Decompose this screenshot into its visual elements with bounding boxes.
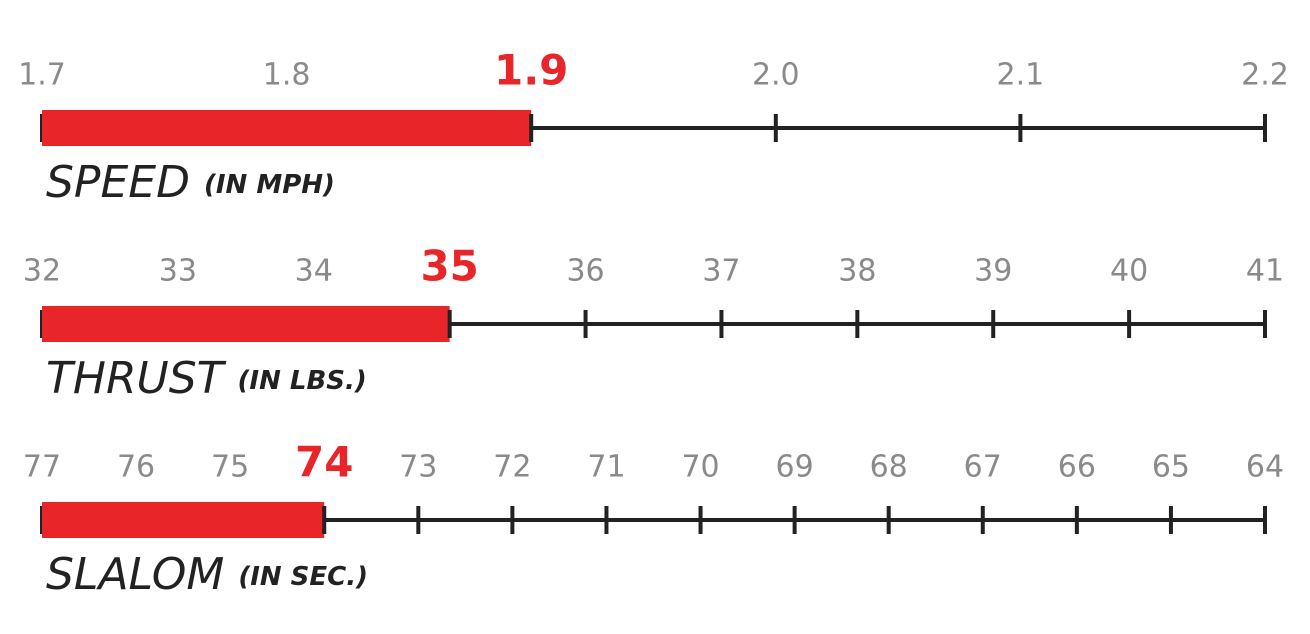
gauge-title: SLALOM (IN SEC.)	[46, 549, 368, 600]
value-label: 35	[420, 242, 478, 291]
gauge-title: THRUST (IN LBS.)	[46, 353, 367, 404]
bar	[42, 306, 450, 342]
tick-label: 2.2	[1241, 58, 1289, 93]
title-name: SPEED	[46, 157, 190, 208]
tick-label: 36	[566, 254, 604, 289]
tick-label: 70	[681, 450, 719, 485]
tick-label: 34	[295, 254, 333, 289]
title-unit: (IN MPH)	[204, 170, 335, 200]
title-name: SLALOM	[46, 549, 224, 600]
title-unit: (IN SEC.)	[238, 562, 368, 592]
tick-label: 71	[587, 450, 625, 485]
tick-label: 72	[493, 450, 531, 485]
bar	[42, 110, 532, 146]
tick-label: 75	[211, 450, 249, 485]
tick-label: 1.8	[263, 58, 311, 93]
tick-label: 2.1	[997, 58, 1045, 93]
title-name: THRUST	[46, 353, 227, 404]
tick-label: 38	[838, 254, 876, 289]
tick-label: 77	[23, 450, 61, 485]
value-label: 1.9	[494, 46, 568, 95]
tick-label: 40	[1110, 254, 1148, 289]
bar	[42, 502, 325, 538]
tick-label: 69	[776, 450, 814, 485]
tick-label: 32	[23, 254, 61, 289]
tick-label: 41	[1246, 254, 1284, 289]
tick-label: 1.7	[18, 58, 66, 93]
tick-label: 33	[159, 254, 197, 289]
gauge-title: SPEED (IN MPH)	[46, 157, 335, 208]
tick-label: 37	[702, 254, 740, 289]
tick-label: 2.0	[752, 58, 800, 93]
tick-label: 76	[117, 450, 155, 485]
tick-label: 68	[870, 450, 908, 485]
gauge: 1.7 1.8 2.0 2.1 2.2 1.9 SPEED (IN MPH)	[18, 46, 1289, 209]
gauge: 77 76 75 73 72 71 70 69 68 67 66 65 64 74 SLALOM (IN SE…	[23, 438, 1284, 601]
tick-label: 73	[399, 450, 437, 485]
tick-label: 65	[1152, 450, 1190, 485]
tick-label: 66	[1058, 450, 1096, 485]
tick-label: 67	[964, 450, 1002, 485]
title-unit: (IN LBS.)	[238, 366, 367, 396]
tick-label: 39	[974, 254, 1012, 289]
value-label: 74	[295, 438, 353, 487]
tick-label: 64	[1246, 450, 1284, 485]
gauge: 32 33 34 36 37 38 39 40 41 35 THRUST (IN LBS.)	[23, 242, 1284, 405]
